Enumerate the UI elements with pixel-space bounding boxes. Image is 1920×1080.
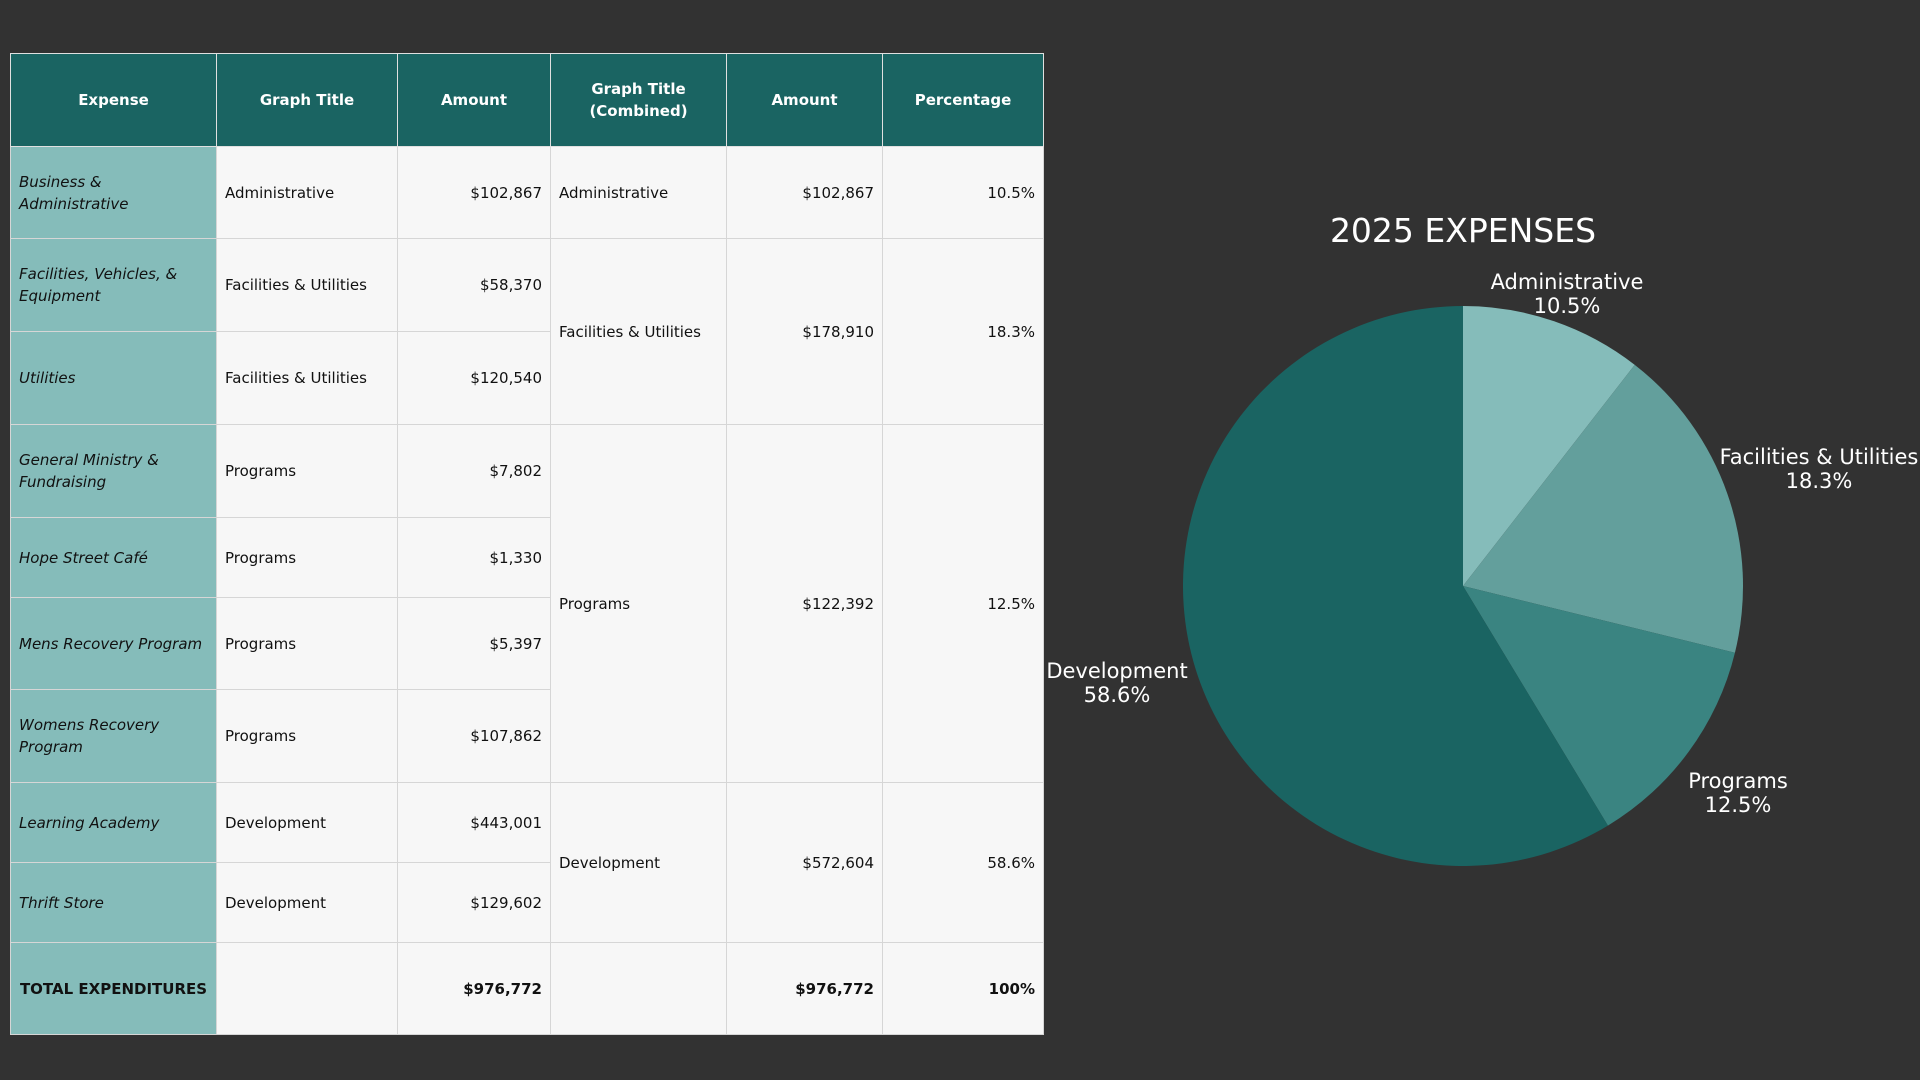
header-amount: Amount (397, 53, 551, 147)
pie-slice-facilities-utilities (1463, 364, 1744, 653)
header-graph-title: Graph Title (216, 53, 398, 147)
slice-category-label: Administrative (1491, 270, 1644, 294)
amount: $443,001 (397, 782, 551, 863)
slice-label: Administrative 10.5% (1491, 270, 1644, 318)
amount: $107,862 (397, 689, 551, 783)
table-row: Facilities, Vehicles, & Equipment Facili… (10, 238, 1044, 425)
slice-category-label: Facilities & Utilities (1720, 445, 1919, 469)
amount: $120,540 (397, 331, 551, 425)
expense-name: Utilities (10, 331, 217, 425)
expense-name: General Ministry & Fundraising (10, 424, 217, 518)
table-row: Utilities Facilities & Utilities $120,54… (10, 331, 1044, 425)
amount: $58,370 (397, 238, 551, 332)
amount: $1,330 (397, 517, 551, 598)
header-combined-amount: Amount (726, 53, 883, 147)
slice-category-label: Development (1046, 659, 1187, 683)
table-row: Learning Academy Development $443,001 De… (10, 782, 1044, 943)
expense-name: Learning Academy (10, 782, 217, 863)
combined-title: Development (550, 782, 727, 943)
graph-title: Programs (216, 517, 398, 598)
combined-amount: $572,604 (726, 782, 883, 943)
slice-category-label: Programs (1688, 769, 1788, 793)
pie-slice-administrative (1463, 306, 1635, 586)
table-row: Thrift Store Development $129,602 (10, 862, 1044, 943)
graph-title: Development (216, 782, 398, 863)
slice-label: Facilities & Utilities 18.3% (1720, 445, 1919, 493)
pie-chart: 2025 EXPENSES Administrative 10.5% Facilit… (1046, 211, 1919, 867)
slice-value-label: 58.6% (1084, 683, 1151, 707)
total-combined-title-empty (550, 942, 727, 1035)
graph-title: Development (216, 862, 398, 943)
total-label: TOTAL EXPENDITURES (10, 942, 217, 1035)
table-row: General Ministry & Fundraising Programs … (10, 424, 1044, 783)
combined-amount: $102,867 (726, 146, 883, 239)
slice-value-label: 18.3% (1786, 469, 1853, 493)
total-percentage: 100% (882, 942, 1044, 1035)
combined-percentage: 58.6% (882, 782, 1044, 943)
amount: $102,867 (397, 146, 551, 239)
graph-title: Facilities & Utilities (216, 238, 398, 332)
graph-title: Administrative (216, 146, 398, 239)
combined-amount: $178,910 (726, 238, 883, 425)
expense-table: Expense Graph Title Amount Graph Title (… (10, 53, 1044, 1035)
header-row: Expense Graph Title Amount Graph Title (… (10, 53, 1044, 147)
amount: $5,397 (397, 597, 551, 690)
expense-name: Facilities, Vehicles, & Equipment (10, 238, 217, 332)
combined-amount: $122,392 (726, 424, 883, 783)
combined-percentage: 10.5% (882, 146, 1044, 239)
expense-name: Business & Administrative (10, 146, 217, 239)
expense-name: Womens Recovery Program (10, 689, 217, 783)
total-amount: $976,772 (397, 942, 551, 1035)
graph-title: Programs (216, 689, 398, 783)
header-expense: Expense (10, 53, 217, 147)
expense-name: Hope Street Café (10, 517, 217, 598)
pie-slice-development (1182, 305, 1608, 867)
graph-title: Facilities & Utilities (216, 331, 398, 425)
combined-percentage: 12.5% (882, 424, 1044, 783)
total-graph-title-empty (216, 942, 398, 1035)
graph-title: Programs (216, 597, 398, 690)
table-row: Business & Administrative Administrative… (10, 146, 1044, 239)
total-combined-amount: $976,772 (726, 942, 883, 1035)
slice-label: Programs 12.5% (1688, 769, 1788, 817)
expense-name: Mens Recovery Program (10, 597, 217, 690)
expense-name: Thrift Store (10, 862, 217, 943)
slice-value-label: 12.5% (1705, 793, 1772, 817)
table-row: Mens Recovery Program Programs $5,397 (10, 597, 1044, 690)
combined-title: Facilities & Utilities (550, 238, 727, 425)
chart-title: 2025 EXPENSES (1330, 211, 1596, 250)
slice-label: Development 58.6% (1046, 659, 1187, 707)
amount: $129,602 (397, 862, 551, 943)
combined-percentage: 18.3% (882, 238, 1044, 425)
header-percentage: Percentage (882, 53, 1044, 147)
table-row: Hope Street Café Programs $1,330 (10, 517, 1044, 598)
graph-title: Programs (216, 424, 398, 518)
amount: $7,802 (397, 424, 551, 518)
combined-title: Administrative (550, 146, 727, 239)
total-row: TOTAL EXPENDITURES $976,772 $976,772 100… (10, 942, 1044, 1035)
pie-slice-programs (1463, 586, 1735, 826)
combined-title: Programs (550, 424, 727, 783)
slice-value-label: 10.5% (1534, 294, 1601, 318)
header-graph-title-combined: Graph Title (Combined) (550, 53, 727, 147)
